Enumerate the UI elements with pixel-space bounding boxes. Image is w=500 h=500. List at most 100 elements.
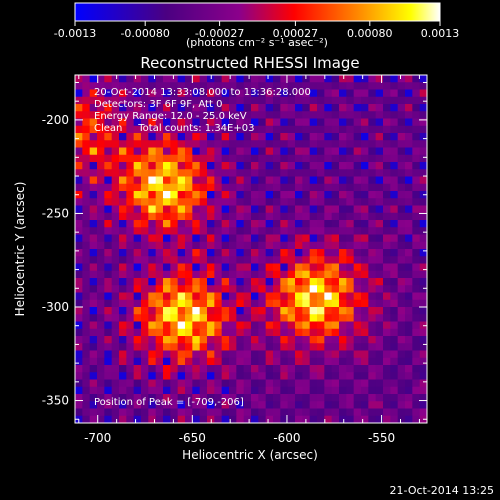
heatmap-cell [383, 89, 391, 98]
heatmap-cell [133, 263, 142, 272]
heatmap-cell [141, 205, 149, 214]
heatmap-cell [185, 408, 193, 417]
heatmap-cell [119, 314, 127, 323]
heatmap-cell [155, 89, 164, 98]
heatmap-cell [75, 227, 83, 236]
heatmap-cell [265, 321, 274, 330]
heatmap-cell [111, 162, 120, 170]
heatmap-cell [331, 379, 340, 388]
heatmap-cell [324, 89, 333, 98]
heatmap-cell [243, 154, 252, 163]
heatmap-cell [75, 140, 83, 149]
heatmap-cell [89, 104, 98, 112]
heatmap-cell [75, 169, 83, 178]
heatmap-cell [133, 249, 142, 257]
heatmap-cell [89, 154, 98, 163]
heatmap-cell [390, 140, 399, 149]
heatmap-cell [324, 314, 333, 323]
heatmap-cell [221, 198, 230, 207]
heatmap-cell [185, 104, 193, 112]
heatmap-cell [273, 147, 281, 156]
heatmap-cell [317, 256, 325, 265]
heatmap-cell [317, 249, 325, 257]
heatmap-cell [126, 147, 135, 156]
heatmap-cell [75, 307, 83, 315]
heatmap-cell [397, 241, 406, 250]
heatmap-cell [163, 299, 171, 308]
heatmap-cell [89, 263, 98, 272]
heatmap-cell [302, 227, 311, 236]
heatmap-cell [251, 241, 259, 250]
heatmap-cell [126, 408, 135, 417]
heatmap-cell [324, 394, 333, 402]
heatmap-cell [111, 343, 120, 352]
heatmap-cell [148, 357, 157, 366]
heatmap-cell [229, 183, 237, 192]
heatmap-cell [170, 147, 179, 156]
heatmap-cell [170, 104, 179, 112]
heatmap-cell [170, 198, 179, 207]
heatmap-cell [243, 96, 252, 105]
heatmap-cell [126, 321, 135, 330]
heatmap-cell [361, 241, 369, 250]
heatmap-cell [251, 191, 259, 199]
heatmap-cell [339, 299, 347, 308]
heatmap-cell [163, 176, 171, 185]
heatmap-cell [405, 394, 413, 402]
heatmap-cell [383, 227, 391, 236]
heatmap-cell [229, 212, 237, 221]
heatmap-cell [192, 191, 201, 199]
heatmap-cell [251, 89, 259, 98]
heatmap-cell [111, 154, 120, 163]
heatmap-cell [412, 394, 421, 402]
heatmap-cell [302, 357, 311, 366]
heatmap-cell [383, 96, 391, 105]
heatmap-cell [287, 336, 296, 344]
heatmap-cell [243, 336, 252, 344]
heatmap-cell [111, 379, 120, 388]
heatmap-cell [207, 82, 215, 91]
heatmap-cell [229, 227, 237, 236]
heatmap-cell [163, 96, 171, 105]
heatmap-cell [170, 140, 179, 149]
heatmap-cell [111, 270, 120, 279]
heatmap-cell [287, 372, 296, 381]
heatmap-cell [375, 285, 384, 294]
heatmap-cell [141, 336, 149, 344]
heatmap-cell [346, 256, 355, 265]
heatmap-cell [346, 314, 355, 323]
heatmap-cell [126, 212, 135, 221]
heatmap-cell [155, 133, 164, 141]
heatmap-cell [119, 249, 127, 257]
heatmap-cell [119, 321, 127, 330]
heatmap-cell [273, 162, 281, 170]
heatmap-cell [405, 372, 413, 381]
heatmap-cell [324, 176, 333, 185]
heatmap-cell [111, 118, 120, 127]
heatmap-cell [155, 350, 164, 359]
heatmap-cell [265, 263, 274, 272]
heatmap-cell [331, 343, 340, 352]
heatmap-cell [214, 118, 223, 127]
heatmap-cell [295, 212, 303, 221]
heatmap-cell [397, 270, 406, 279]
heatmap-cell [412, 321, 421, 330]
heatmap-cell [163, 336, 171, 344]
heatmap-cell [155, 96, 164, 105]
heatmap-cell [390, 241, 399, 250]
heatmap-cell [295, 314, 303, 323]
heatmap-cell [192, 205, 201, 214]
heatmap-cell [309, 125, 318, 134]
heatmap-cell [104, 89, 113, 98]
heatmap-cell [339, 140, 347, 149]
heatmap-cell [412, 147, 421, 156]
heatmap-cell [192, 336, 201, 344]
heatmap-cell [229, 292, 237, 301]
heatmap-cell [229, 321, 237, 330]
heatmap-cell [295, 278, 303, 286]
heatmap-cell [126, 263, 135, 272]
heatmap-cell [383, 256, 391, 265]
heatmap-cell [317, 89, 325, 98]
heatmap-cell [353, 328, 362, 337]
heatmap-cell [419, 365, 427, 373]
